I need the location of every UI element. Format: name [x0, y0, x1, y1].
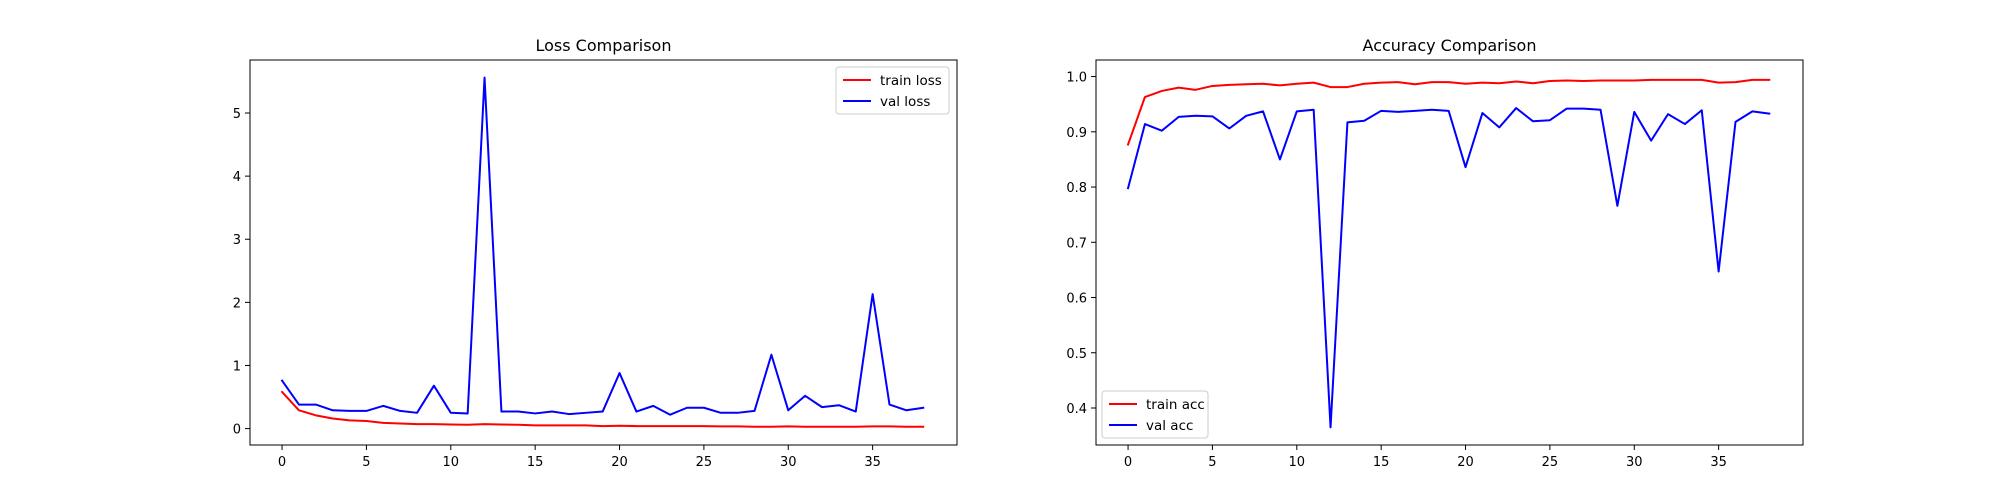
chart-2-x-tick-label: 5	[1208, 455, 1216, 470]
chart-1-x-tick-label: 30	[780, 455, 797, 470]
chart-2-y-tick-label: 0.5	[1066, 347, 1087, 362]
chart-1-series-val-loss-line	[280, 76, 925, 416]
chart-2-y-tick-label: 0.6	[1066, 292, 1087, 307]
chart-2-legend-label-val-acc: val acc	[1146, 418, 1193, 434]
chart-2-y-tick-label: 0.8	[1066, 181, 1087, 196]
chart-1-y-tick-label: 3	[233, 233, 241, 248]
chart-2-y-tick-label: 0.9	[1066, 126, 1087, 141]
chart-2-y-tick-label: 0.4	[1066, 402, 1087, 417]
chart-2-x-tick-label: 0	[1124, 455, 1132, 470]
chart-1-x-tick-label: 15	[527, 455, 544, 470]
chart-1-x-tick-label: 35	[864, 455, 881, 470]
chart-2-y-tick-label: 1.0	[1066, 71, 1087, 86]
chart-1-y-tick-label: 1	[233, 359, 241, 374]
chart-1-x-tick-label: 25	[696, 455, 713, 470]
chart-2-x-tick-label: 10	[1289, 455, 1306, 470]
chart-1-plot-frame	[249, 59, 958, 446]
chart-1-y-tick-label: 2	[233, 296, 241, 311]
chart-1-legend-label-val-loss: val loss	[880, 94, 930, 110]
chart-2-x-tick-label: 15	[1373, 455, 1390, 470]
chart-1-y-tick-label: 0	[233, 423, 241, 438]
chart-1-x-tick-label: 20	[611, 455, 628, 470]
chart-2-y-tick-label: 0.7	[1066, 236, 1087, 251]
chart-2-x-tick-label: 20	[1457, 455, 1474, 470]
chart-1-legend-label-train-loss: train loss	[880, 73, 942, 89]
chart-1-y-tick-label: 5	[233, 107, 241, 122]
chart-2-legend-box	[1101, 390, 1209, 439]
chart-2-x-tick-label: 35	[1710, 455, 1727, 470]
chart-1-x-tick-label: 10	[443, 455, 460, 470]
chart-2-series-train-acc-line	[1126, 78, 1771, 146]
chart-2-legend-label-train-acc: train acc	[1146, 397, 1205, 413]
chart-2-x-tick-label: 25	[1542, 455, 1559, 470]
chart-2-series-val-acc-line	[1126, 107, 1771, 429]
chart-1-x-tick-label: 0	[278, 455, 286, 470]
chart-1-series-train-loss-line	[280, 390, 925, 428]
chart-1-y-tick-label: 4	[233, 170, 241, 185]
chart-2-title: Accuracy Comparison	[1363, 36, 1537, 55]
chart-2-plot-frame	[1095, 59, 1804, 446]
chart-1-x-tick-label: 5	[362, 455, 370, 470]
chart-1-legend-box	[835, 66, 950, 115]
chart-1-title: Loss Comparison	[536, 36, 672, 55]
chart-2-x-tick-label: 30	[1626, 455, 1643, 470]
